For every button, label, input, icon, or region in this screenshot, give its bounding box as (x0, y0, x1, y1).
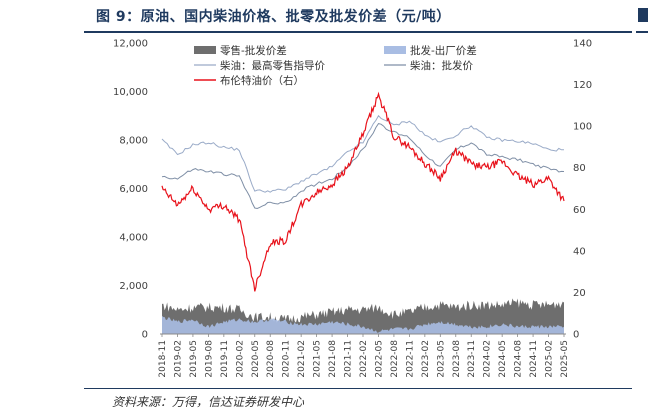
x-tick-label: 2025-02 (545, 340, 555, 378)
right-y-tick-label: 40 (573, 246, 586, 257)
x-tick-label: 2024-08 (514, 340, 524, 378)
x-tick-label: 2021-05 (313, 340, 323, 378)
x-tick-label: 2022-11 (405, 340, 415, 378)
right-y-tick-label: 140 (573, 39, 592, 50)
left-y-tick-label: 10,000 (113, 87, 148, 98)
left-y-tick-label: 8,000 (119, 136, 148, 147)
x-tick-label: 2023-05 (436, 340, 446, 378)
right-y-axis: 0 20 40 60 80 100 120 140 (573, 39, 592, 341)
x-tick-label: 2019-02 (173, 340, 183, 378)
right-y-tick-label: 60 (573, 205, 586, 216)
line-series-layer (161, 91, 565, 292)
left-y-tick-label: 6,000 (119, 184, 148, 195)
caption-rule (84, 31, 632, 33)
right-y-tick-label: 0 (573, 330, 579, 341)
right-y-tick-label: 20 (573, 288, 586, 299)
right-y-tick-label: 80 (573, 163, 586, 174)
x-tick-label: 2021-08 (328, 340, 338, 378)
area-series-layer (162, 298, 564, 334)
x-tick-label: 2020-05 (251, 340, 261, 378)
legend-retail-wholesale-spread-swatch (194, 46, 216, 54)
source-note: 资料来源：万得，信达证券研发中心 (112, 395, 305, 409)
x-tick-label: 2021-02 (297, 340, 307, 378)
left-y-tick-label: 12,000 (113, 39, 148, 50)
x-tick-label: 2018-11 (158, 340, 168, 378)
legend-diesel-max-retail-price-label: 柴油：最高零售指导价 (220, 59, 325, 72)
footer-rule (84, 388, 632, 389)
left-y-tick-label: 0 (142, 330, 148, 341)
x-tick-label: 2023-02 (421, 340, 431, 378)
legend-retail-wholesale-spread-label: 零售-批发价差 (220, 44, 287, 57)
legend-wholesale-factory-spread-label: 批发-出厂价差 (410, 44, 477, 57)
left-y-tick-label: 4,000 (119, 233, 148, 244)
x-axis: 2018-11 2019-02 2019-05 2019-08 2019-11 2020-… (158, 334, 570, 378)
legend-diesel-wholesale-price-label: 柴油：批发价 (410, 59, 473, 72)
x-tick-label: 2020-08 (266, 340, 276, 378)
x-tick-label: 2024-02 (483, 340, 493, 378)
wholesale-factory-spread-area (162, 315, 564, 334)
x-tick-label: 2019-11 (220, 340, 230, 378)
brent-oil-price-line (161, 91, 565, 292)
x-tick-label: 2022-05 (374, 340, 384, 378)
chart: 0 2,000 4,000 6,000 8,000 10,000 12,000 0 20 40 6… (113, 39, 592, 378)
figure-caption: 图 9：原油、国内柴油价格、批零及批发价差（元/吨） (96, 9, 451, 25)
diesel-wholesale-price-line (161, 123, 565, 210)
x-tick-label: 2023-08 (452, 340, 462, 378)
x-tick-label: 2024-05 (498, 340, 508, 378)
legend-brent-price-label: 布伦特油价（右） (220, 74, 304, 87)
right-y-tick-label: 120 (573, 80, 592, 91)
left-y-tick-label: 2,000 (119, 281, 148, 292)
clipped-next-figure-rule (636, 31, 648, 33)
legend-wholesale-factory-spread-swatch (384, 46, 406, 54)
right-y-tick-label: 100 (573, 122, 592, 133)
left-y-axis: 0 2,000 4,000 6,000 8,000 10,000 12,000 (113, 39, 148, 341)
x-tick-label: 2020-02 (235, 340, 245, 378)
x-tick-label: 2019-05 (189, 340, 199, 378)
x-tick-label: 2022-08 (390, 340, 400, 378)
x-tick-label: 2022-02 (359, 340, 369, 378)
x-tick-label: 2019-08 (204, 340, 214, 378)
x-tick-label: 2020-11 (282, 340, 292, 378)
x-tick-label: 2024-11 (529, 340, 539, 378)
x-tick-label: 2021-11 (344, 340, 354, 378)
clipped-next-figure-fragment (638, 8, 648, 22)
diesel-max-retail-price-line (161, 114, 565, 193)
x-tick-label: 2023-11 (467, 340, 477, 378)
x-tick-label: 2025-05 (560, 340, 570, 378)
